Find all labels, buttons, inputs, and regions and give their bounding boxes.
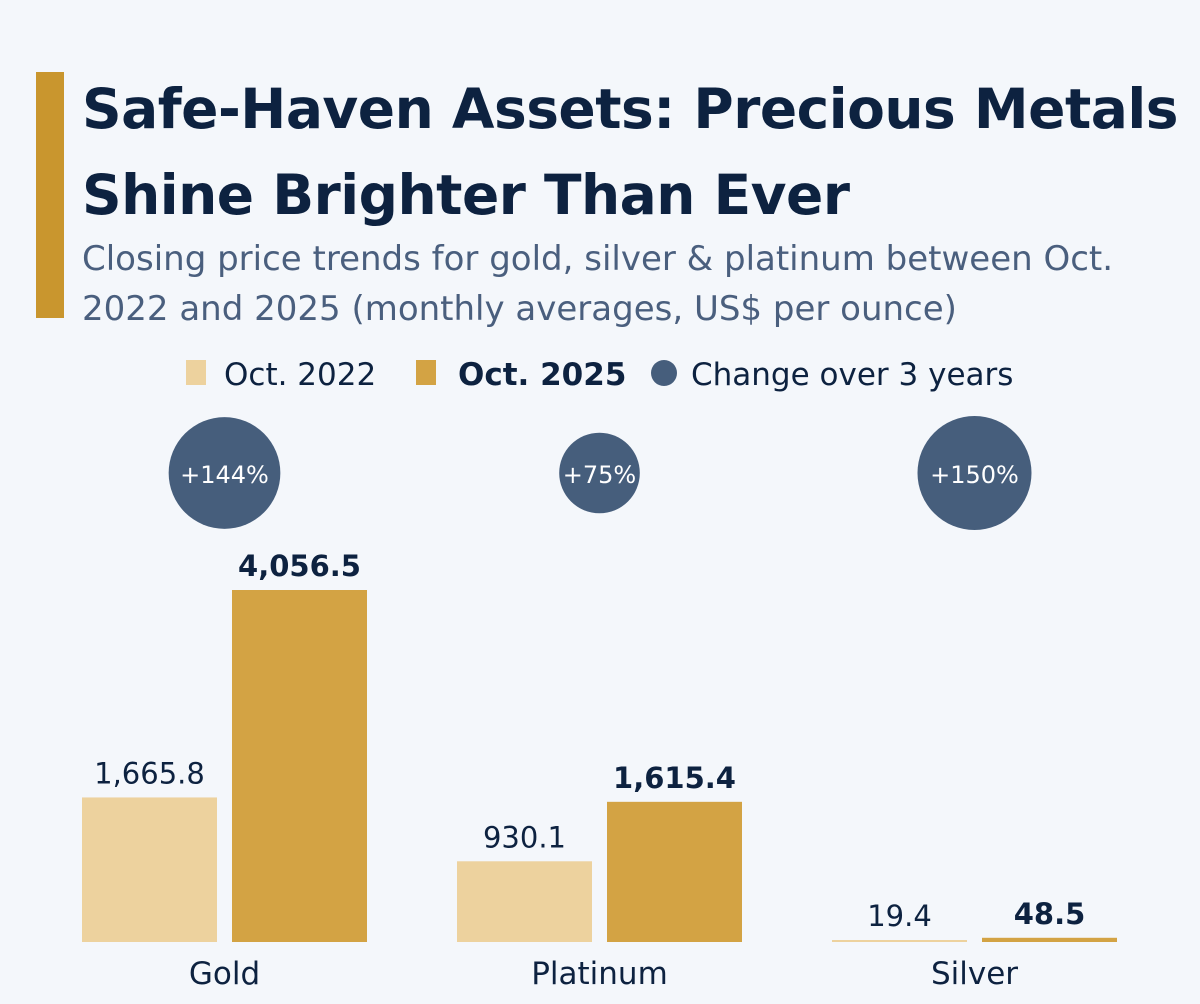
change-label-silver: +150% <box>930 461 1019 489</box>
bar-platinum-oct-2022 <box>457 861 592 942</box>
legend-label-change: Change over 3 years <box>691 357 1013 393</box>
legend-swatch-oct-2022 <box>186 360 206 385</box>
bar-silver-oct-2025 <box>982 937 1117 942</box>
data-label-platinum-oct-2022: 930.1 <box>483 820 566 854</box>
legend-swatch-change <box>651 360 677 386</box>
change-bubble-gold <box>168 417 281 529</box>
chart-subtitle: Closing price trends for gold, silver & … <box>82 239 1114 329</box>
category-label-gold: Gold <box>189 956 260 992</box>
legend-label-oct-2025: Oct. 2025 <box>458 357 626 393</box>
change-bubble-silver <box>917 416 1032 530</box>
title-accent-bar <box>36 72 64 318</box>
bar-platinum-oct-2025 <box>607 801 742 942</box>
bar-gold-oct-2022 <box>82 797 217 942</box>
change-label-gold: +144% <box>180 461 269 489</box>
data-label-silver-oct-2025: 48.5 <box>1014 897 1086 931</box>
bar-silver-oct-2022 <box>832 940 967 942</box>
bar-gold-oct-2025 <box>232 590 367 942</box>
category-label-silver: Silver <box>931 956 1018 992</box>
change-label-platinum: +75% <box>563 461 636 489</box>
data-label-silver-oct-2022: 19.4 <box>867 899 932 933</box>
chart-title: Safe-Haven Assets: Precious Metals Shine… <box>82 77 1178 227</box>
change-bubble-platinum <box>559 432 640 514</box>
legend-swatch-oct-2025 <box>416 360 436 385</box>
data-label-platinum-oct-2025: 1,615.4 <box>613 761 736 795</box>
legend-label-oct-2022: Oct. 2022 <box>224 357 376 393</box>
category-label-platinum: Platinum <box>531 956 668 992</box>
data-label-gold-oct-2022: 1,665.8 <box>94 756 205 790</box>
data-label-gold-oct-2025: 4,056.5 <box>238 549 361 583</box>
